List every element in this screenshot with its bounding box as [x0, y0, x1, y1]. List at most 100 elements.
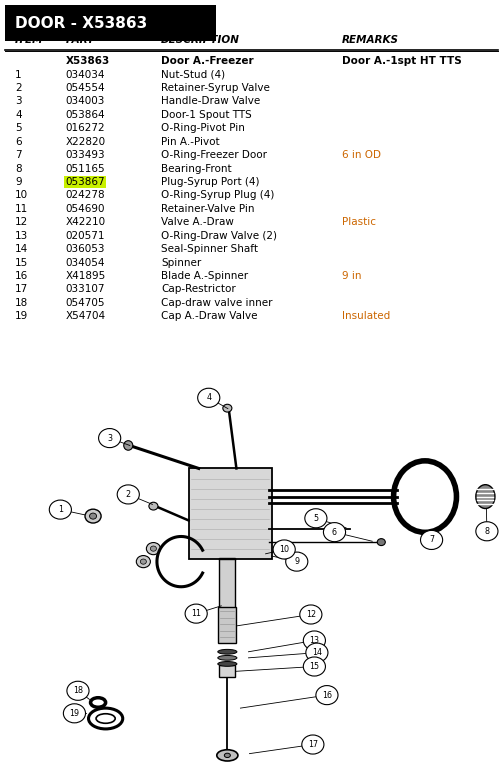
- Circle shape: [99, 429, 121, 447]
- Text: X41895: X41895: [65, 271, 106, 281]
- Text: ITEM: ITEM: [15, 35, 44, 45]
- Text: 7: 7: [429, 536, 434, 544]
- Circle shape: [302, 735, 324, 754]
- Text: 16: 16: [322, 690, 332, 700]
- Text: 053867: 053867: [65, 177, 105, 187]
- Text: 036053: 036053: [65, 245, 105, 254]
- Circle shape: [300, 605, 322, 624]
- Text: 016272: 016272: [65, 123, 105, 133]
- Text: 18: 18: [73, 687, 83, 695]
- Ellipse shape: [90, 513, 97, 519]
- Circle shape: [421, 530, 443, 550]
- Text: Plastic: Plastic: [342, 217, 376, 228]
- Text: 024278: 024278: [65, 190, 105, 200]
- Text: 5: 5: [15, 123, 22, 133]
- Text: 4: 4: [206, 393, 211, 402]
- Text: 9 in: 9 in: [342, 271, 362, 281]
- Text: 5: 5: [313, 514, 318, 522]
- Text: 054690: 054690: [65, 204, 105, 214]
- Text: 14: 14: [312, 648, 322, 657]
- Circle shape: [117, 485, 139, 504]
- Text: 14: 14: [15, 245, 28, 254]
- Text: O-Ring-Freezer Door: O-Ring-Freezer Door: [161, 150, 267, 160]
- Text: 1: 1: [58, 505, 63, 514]
- Text: 051165: 051165: [65, 163, 105, 173]
- Text: O-Ring-Pivot Pin: O-Ring-Pivot Pin: [161, 123, 245, 133]
- Text: 6: 6: [332, 528, 337, 536]
- Text: 8: 8: [15, 163, 22, 173]
- Text: 033107: 033107: [65, 285, 105, 294]
- Text: 15: 15: [15, 258, 28, 268]
- Text: X42210: X42210: [65, 217, 106, 228]
- Text: 13: 13: [309, 636, 319, 645]
- Ellipse shape: [124, 440, 133, 450]
- Text: 12: 12: [15, 217, 28, 228]
- Text: 054554: 054554: [65, 83, 105, 93]
- Text: 034034: 034034: [65, 70, 105, 80]
- Text: Spinner: Spinner: [161, 258, 201, 268]
- Text: Retainer-Syrup Valve: Retainer-Syrup Valve: [161, 83, 270, 93]
- Circle shape: [303, 657, 325, 676]
- Text: 054705: 054705: [65, 298, 105, 308]
- Text: Cap A.-Draw Valve: Cap A.-Draw Valve: [161, 311, 258, 321]
- Text: 1: 1: [15, 70, 22, 80]
- FancyBboxPatch shape: [219, 665, 235, 677]
- Text: PART: PART: [65, 35, 95, 45]
- Text: Cap-Restrictor: Cap-Restrictor: [161, 285, 236, 294]
- Ellipse shape: [218, 649, 237, 654]
- Text: Bearing-Front: Bearing-Front: [161, 163, 231, 173]
- Circle shape: [305, 509, 327, 528]
- Ellipse shape: [217, 750, 238, 761]
- Text: Cap-draw valve inner: Cap-draw valve inner: [161, 298, 273, 308]
- Text: Valve A.-Draw: Valve A.-Draw: [161, 217, 234, 228]
- Text: 8: 8: [484, 527, 489, 536]
- Text: 13: 13: [15, 231, 28, 241]
- FancyBboxPatch shape: [218, 607, 236, 642]
- Circle shape: [323, 522, 346, 542]
- Text: 19: 19: [15, 311, 28, 321]
- FancyBboxPatch shape: [219, 558, 235, 608]
- Text: Insulated: Insulated: [342, 311, 390, 321]
- Text: 4: 4: [15, 110, 22, 120]
- Text: Blade A.-Spinner: Blade A.-Spinner: [161, 271, 248, 281]
- Text: 6 in OD: 6 in OD: [342, 150, 381, 160]
- Text: X53863: X53863: [65, 57, 110, 66]
- Circle shape: [303, 631, 325, 650]
- Text: 6: 6: [15, 137, 22, 147]
- Circle shape: [316, 686, 338, 704]
- Text: 19: 19: [69, 709, 79, 717]
- Text: 12: 12: [306, 610, 316, 619]
- FancyBboxPatch shape: [5, 5, 216, 41]
- Ellipse shape: [85, 509, 101, 523]
- Text: Plug-Syrup Port (4): Plug-Syrup Port (4): [161, 177, 260, 187]
- Ellipse shape: [149, 502, 158, 510]
- Circle shape: [185, 604, 207, 623]
- FancyBboxPatch shape: [189, 468, 272, 560]
- Text: 16: 16: [15, 271, 28, 281]
- Ellipse shape: [150, 546, 156, 551]
- Text: 11: 11: [191, 609, 201, 618]
- Text: X54704: X54704: [65, 311, 106, 321]
- Text: DESCRIPTION: DESCRIPTION: [161, 35, 240, 45]
- Text: 3: 3: [107, 433, 112, 443]
- Text: 053864: 053864: [65, 110, 105, 120]
- Text: Door A.-1spt HT TTS: Door A.-1spt HT TTS: [342, 57, 462, 66]
- Text: Door-1 Spout TTS: Door-1 Spout TTS: [161, 110, 252, 120]
- Text: Nut-Stud (4): Nut-Stud (4): [161, 70, 225, 80]
- Ellipse shape: [146, 543, 160, 555]
- Circle shape: [63, 704, 86, 723]
- Text: DOOR - X53863: DOOR - X53863: [15, 15, 147, 31]
- Text: 2: 2: [126, 490, 131, 499]
- Text: 10: 10: [15, 190, 28, 200]
- Text: 9: 9: [15, 177, 22, 187]
- Text: Handle-Draw Valve: Handle-Draw Valve: [161, 97, 260, 107]
- Text: 033493: 033493: [65, 150, 105, 160]
- Text: Door A.-Freezer: Door A.-Freezer: [161, 57, 254, 66]
- Text: 11: 11: [15, 204, 28, 214]
- Circle shape: [49, 500, 71, 519]
- Ellipse shape: [136, 556, 150, 567]
- Text: 9: 9: [294, 557, 299, 566]
- Text: 17: 17: [308, 740, 318, 749]
- Text: 18: 18: [15, 298, 28, 308]
- Text: 7: 7: [15, 150, 22, 160]
